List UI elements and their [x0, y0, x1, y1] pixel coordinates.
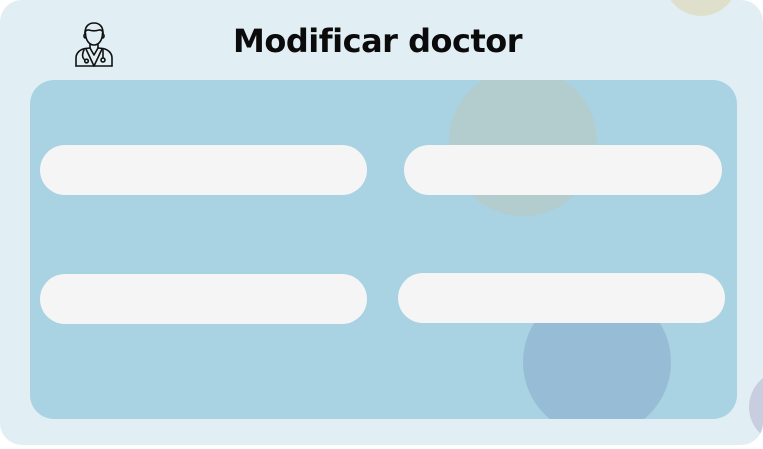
decorative-circle	[749, 370, 763, 444]
doctor-field-4[interactable]	[398, 273, 725, 323]
page-title: Modificar doctor	[233, 22, 523, 60]
form-panel	[30, 80, 737, 419]
decorative-circle	[664, 0, 738, 16]
doctor-field-2[interactable]	[404, 145, 722, 195]
doctor-field-1[interactable]	[40, 145, 367, 195]
doctor-field-3[interactable]	[40, 274, 367, 324]
doctor-icon	[72, 20, 116, 68]
